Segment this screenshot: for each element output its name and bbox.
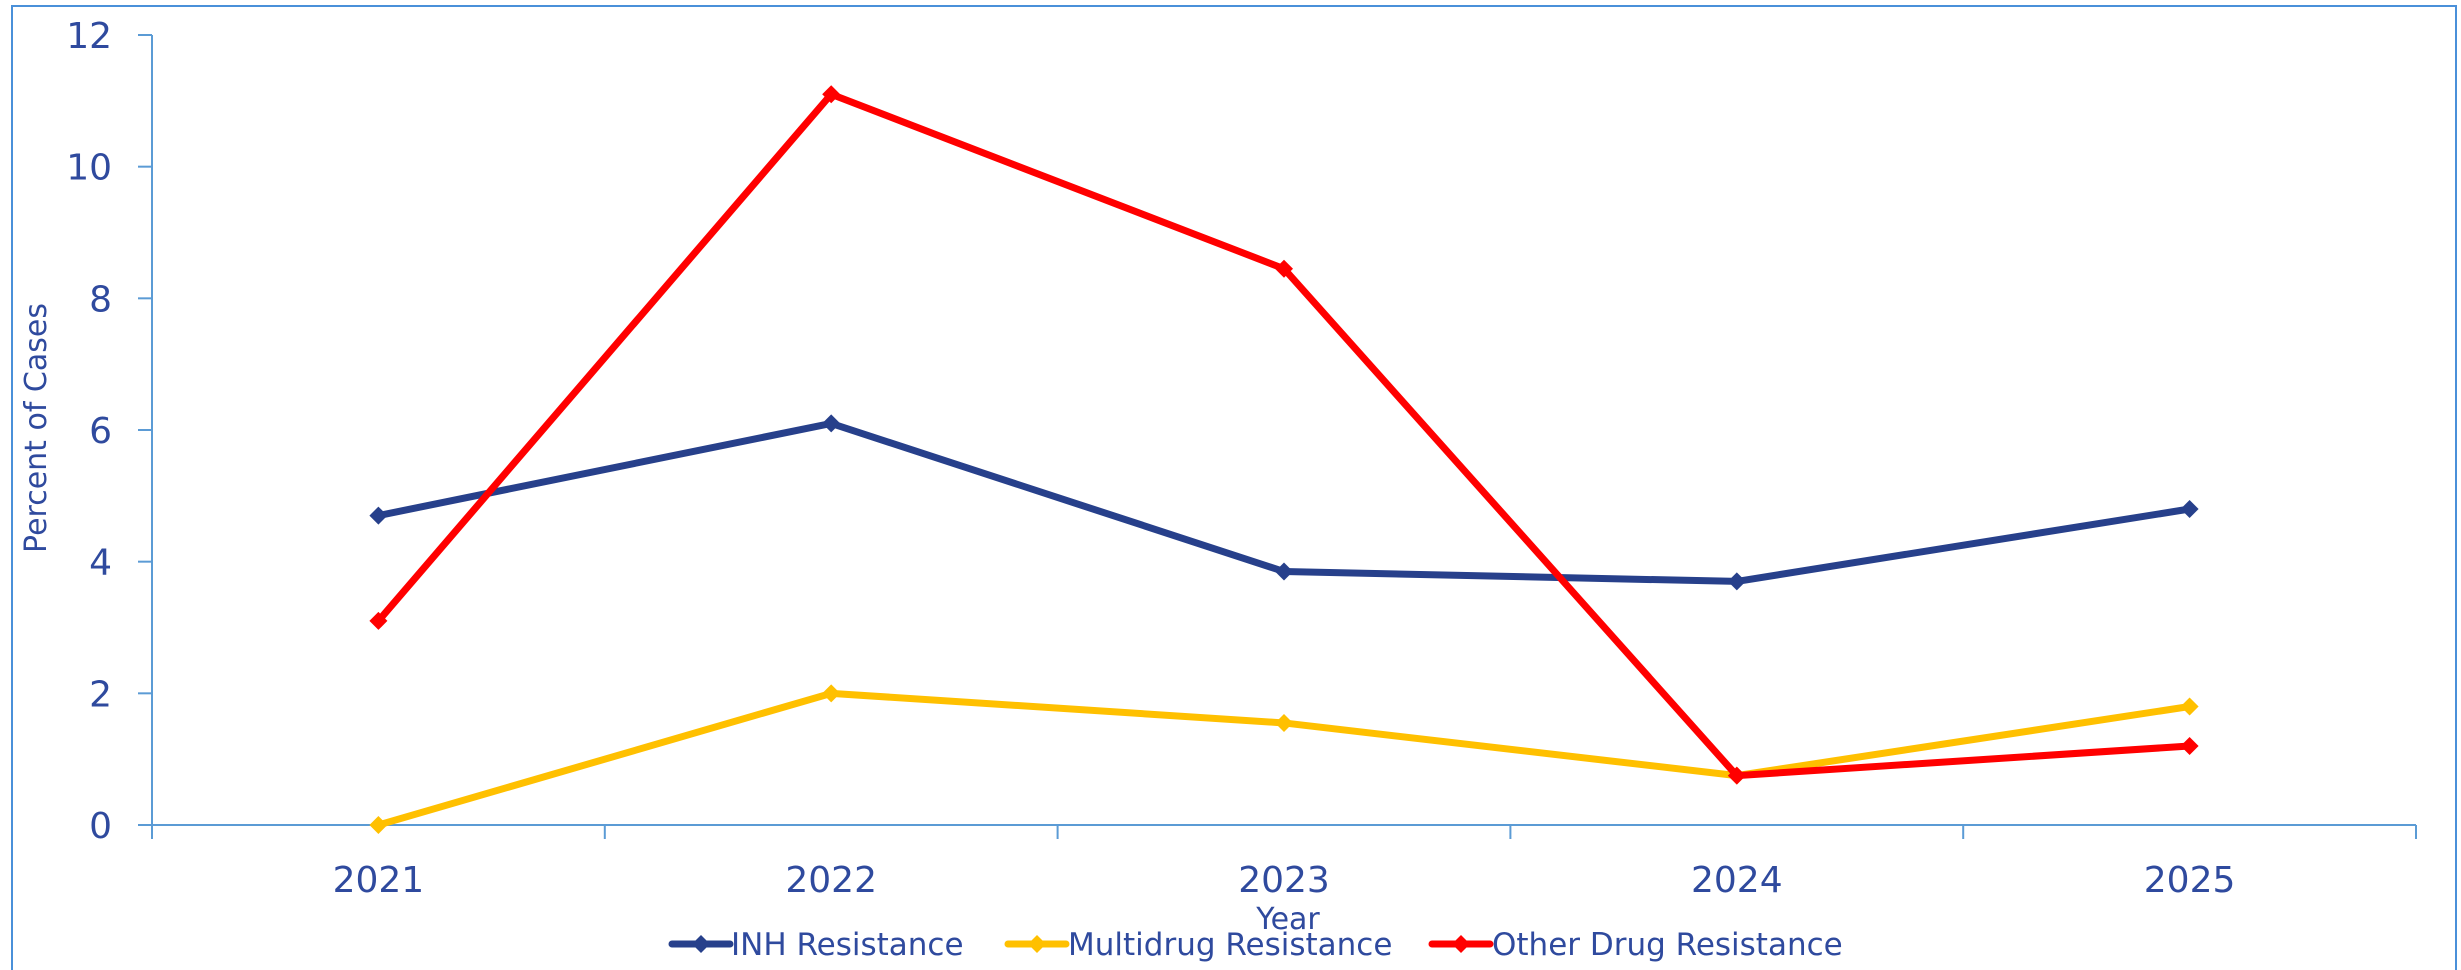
- legend-marker: [1452, 935, 1470, 953]
- data-point: [1275, 714, 1293, 732]
- series-multidrug-resistance: [369, 684, 2198, 834]
- legend-marker: [1028, 935, 1046, 953]
- y-tick-label: 2: [89, 674, 112, 715]
- data-point: [369, 507, 387, 525]
- x-tick-label: 2022: [785, 860, 877, 901]
- x-tick-label: 2021: [333, 860, 425, 901]
- legend-label: Other Drug Resistance: [1492, 927, 1843, 963]
- legend: INH Resistance Multidrug Resistance Other …: [672, 927, 1843, 963]
- series-lines: [369, 85, 2198, 834]
- y-tick-label: 0: [89, 806, 112, 847]
- y-tick-label: 12: [66, 16, 112, 57]
- y-axis: 0 2 4 6 8 10 12: [66, 16, 152, 847]
- data-point: [2181, 500, 2199, 518]
- y-tick-label: 8: [89, 279, 112, 320]
- data-point: [2181, 698, 2199, 716]
- data-point: [1275, 563, 1293, 581]
- x-tick-label: 2024: [1691, 860, 1783, 901]
- legend-marker: [692, 935, 710, 953]
- y-tick-label: 6: [89, 411, 112, 452]
- data-point: [822, 414, 840, 432]
- x-tick-label: 2023: [1238, 860, 1330, 901]
- legend-label: INH Resistance: [731, 927, 964, 963]
- y-tick-label: 4: [89, 543, 112, 584]
- data-point: [2181, 737, 2199, 755]
- series-other-drug-resistance: [369, 85, 2198, 784]
- legend-entry: Other Drug Resistance: [1432, 927, 1843, 963]
- series-line: [378, 693, 2189, 825]
- series-inh-resistance: [369, 414, 2198, 590]
- legend-entry: INH Resistance: [672, 927, 964, 963]
- x-axis: 2021 2022 2023 2024 2025: [152, 825, 2416, 901]
- legend-entry: Multidrug Resistance: [1008, 927, 1392, 963]
- data-point: [822, 684, 840, 702]
- y-axis-title: Percent of Cases: [19, 303, 54, 553]
- data-point: [1728, 572, 1746, 590]
- series-line: [378, 94, 2189, 775]
- data-point: [369, 816, 387, 834]
- x-tick-label: 2025: [2144, 860, 2236, 901]
- y-tick-label: 10: [66, 148, 112, 189]
- legend-label: Multidrug Resistance: [1068, 927, 1392, 963]
- series-line: [378, 423, 2189, 581]
